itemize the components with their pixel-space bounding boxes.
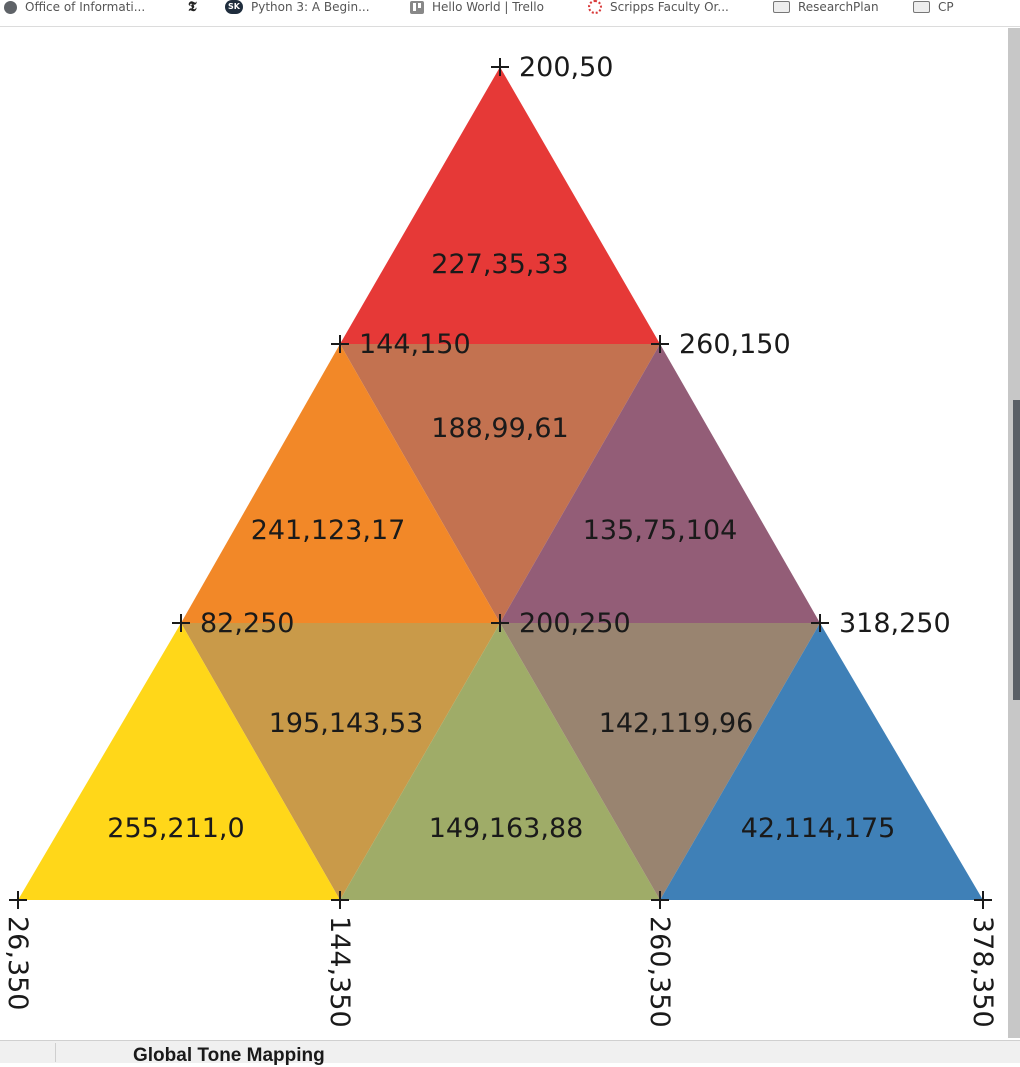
color-triangle [660,623,983,900]
bookmark-researchplan[interactable]: ResearchPlan [773,0,879,14]
vertex-marker [811,614,829,632]
color-triangle [340,67,660,344]
bookmark-nyt[interactable]: 𝕿 [188,0,197,15]
triangle-rgb-label: 227,35,33 [431,249,568,280]
color-triangle [500,623,820,900]
triangle-rgb-label: 195,143,53 [269,708,424,739]
vertex-marker [974,891,992,909]
bookmark-label: Scripps Faculty Or... [610,0,729,14]
bookmark-cp[interactable]: CP [913,0,954,14]
section-heading: Global Tone Mapping [133,1045,325,1066]
vertex-marker [331,335,349,353]
vertex-coordinate-label: 82,250 [200,608,294,639]
bookmark-python3[interactable]: SK Python 3: A Begin... [225,0,370,14]
vertex-marker [9,891,27,909]
triangle-rgb-label: 149,163,88 [429,813,584,844]
window-edge-dark [1013,400,1020,700]
bookmark-scripps[interactable]: Scripps Faculty Or... [588,0,729,14]
triangle-rgb-label: 135,75,104 [583,515,738,546]
bookmark-label: Office of Informati... [25,0,146,14]
vertex-coordinate-label: 378,350 [967,916,998,1028]
vertex-marker [491,58,509,76]
color-triangle [18,623,340,900]
vertex-coordinate-label: 200,250 [519,608,631,639]
vertex-coordinate-label: 260,150 [679,329,791,360]
trello-icon [410,0,424,14]
triangle-diagram: 227,35,33 188,99,61 241,123,17 135,75,104 19… [2,52,998,1028]
color-triangle [340,344,660,623]
vertex-coordinate-label: 318,250 [839,608,951,639]
globe-icon [4,0,17,14]
vertex-marker [172,614,190,632]
color-triangle [181,623,500,900]
triangle-rgb-label: 241,123,17 [251,515,406,546]
scripps-icon [588,0,602,14]
color-triangle [340,623,660,900]
vertex-coordinate-label: 200,50 [519,52,613,83]
nyt-icon: 𝕿 [188,0,197,15]
sk-icon: SK [225,0,243,14]
bookmark-label: ResearchPlan [798,0,879,14]
bookmark-label: Python 3: A Begin... [251,0,370,14]
vertex-marker [651,891,669,909]
folder-icon [773,1,790,13]
bookmark-label: Hello World | Trello [432,0,544,14]
triangle-rgb-label: 188,99,61 [431,413,568,444]
bookmarks-bar: Office of Informati... 𝕿 SK Python 3: A … [0,0,1020,27]
bookmark-office-of-information[interactable]: Office of Informati... [4,0,145,14]
panel-divider [55,1043,56,1062]
vertex-coordinate-label: 144,350 [324,916,355,1028]
folder-icon [913,1,930,13]
vertex-coordinate-label: 260,350 [644,916,675,1028]
color-triangle [500,344,820,623]
vertex-marker [331,891,349,909]
bookmark-trello[interactable]: Hello World | Trello [410,0,544,14]
triangle-rgb-label: 142,119,96 [599,708,754,739]
bookmark-label: CP [938,0,954,14]
vertex-marker [491,614,509,632]
bottom-panel [0,1040,1020,1063]
color-triangle [181,344,500,623]
triangle-rgb-label: 42,114,175 [741,813,896,844]
vertex-coordinate-label: 144,150 [359,329,471,360]
vertex-coordinate-label: 26,350 [2,916,33,1010]
triangle-rgb-label: 255,211,0 [107,813,244,844]
vertex-marker [651,335,669,353]
